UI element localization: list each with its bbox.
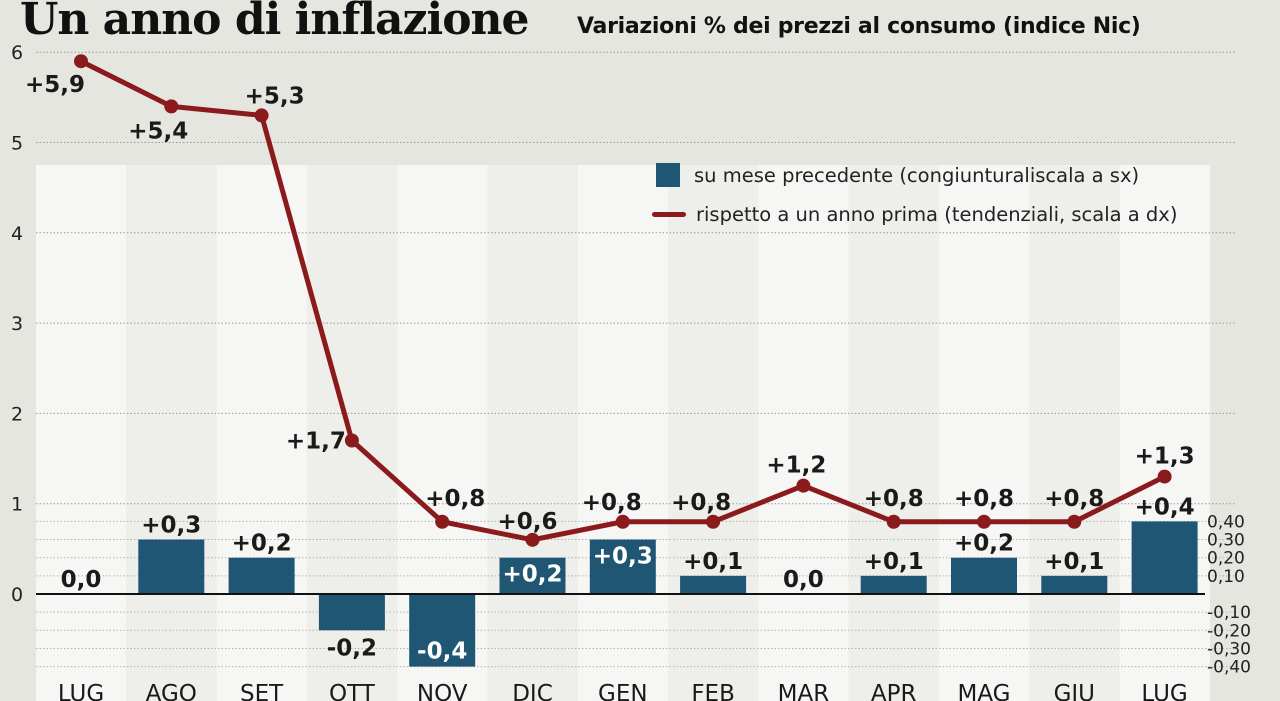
line-value-label: +0,6: [497, 509, 557, 535]
bar: [860, 575, 927, 594]
bar-value-label: +0,3: [593, 544, 653, 570]
y-left-tick-label: 1: [11, 494, 23, 516]
line-value-label: +1,2: [766, 453, 826, 479]
line-point: [164, 99, 179, 114]
bar-value-label: -0,4: [417, 639, 467, 665]
y-right-tick-label: -0,20: [1207, 621, 1251, 641]
bar-value-label: 0,0: [61, 567, 102, 593]
y-left-tick-label: 2: [11, 403, 23, 425]
y-right-tick-label: 0,10: [1207, 567, 1245, 587]
column-band: [577, 165, 669, 701]
column-band: [487, 165, 578, 701]
line-value-label: +5,3: [245, 83, 305, 109]
legend-label-line: rispetto a un anno prima (tendenziali, s…: [696, 202, 1178, 226]
line-value-label: +0,8: [1044, 486, 1104, 512]
x-tick-label: OTT: [329, 681, 376, 701]
line-point: [435, 514, 450, 529]
x-tick-label: DIC: [512, 681, 553, 701]
line-value-label: +5,4: [128, 118, 188, 144]
x-tick-label: GIU: [1054, 681, 1095, 701]
y-right-tick-label: -0,30: [1207, 639, 1251, 659]
bar: [409, 594, 476, 667]
bar-value-label: +0,2: [954, 531, 1014, 557]
line-point: [254, 108, 269, 123]
y-left-tick-label: 0: [11, 584, 23, 606]
line-value-label: +0,8: [671, 490, 731, 516]
column-band: [758, 165, 849, 701]
y-left-tick-label: 6: [11, 42, 23, 64]
x-tick-label: LUG: [1141, 681, 1187, 701]
line-point: [344, 433, 359, 448]
line-point: [1067, 514, 1082, 529]
bar: [1131, 521, 1198, 594]
line-point: [74, 54, 88, 69]
line-point: [1157, 469, 1172, 484]
bar: [499, 557, 566, 594]
line-point: [796, 478, 811, 493]
chart-subtitle: Variazioni % dei prezzi al consumo (indi…: [577, 14, 1141, 39]
column-band: [668, 165, 759, 701]
x-tick-label: AGO: [146, 681, 197, 701]
bar-value-label: +0,1: [864, 549, 924, 575]
bar: [680, 575, 747, 594]
line-value-label: +5,9: [25, 72, 85, 98]
column-band: [1029, 165, 1120, 701]
x-tick-label: FEB: [691, 681, 735, 701]
y-right-tick-label: 0,20: [1207, 549, 1245, 569]
y-left-tick-label: 5: [11, 133, 23, 155]
column-band: [126, 165, 217, 701]
legend-label-bars: su mese precedente (congiunturaliscala a…: [694, 163, 1140, 187]
y-left-tick-label: 3: [11, 313, 23, 335]
x-tick-label: NOV: [417, 681, 468, 701]
legend-item-line: rispetto a un anno prima (tendenziali, s…: [652, 201, 1178, 227]
x-tick-label: MAR: [778, 681, 830, 701]
chart-title: Un anno di inflazione: [20, 0, 530, 45]
line-value-label: +0,8: [864, 486, 924, 512]
x-tick-label: MAG: [958, 681, 1011, 701]
column-band: [1119, 165, 1210, 701]
y-right-tick-label: -0,40: [1207, 658, 1251, 678]
legend-item-bars: su mese precedente (congiunturaliscala a…: [656, 162, 1139, 188]
line-value-label: +0,8: [954, 486, 1014, 512]
bar-value-label: +0,3: [141, 513, 201, 539]
bar-value-label: +0,1: [683, 549, 743, 575]
x-tick-label: SET: [240, 681, 284, 701]
y-left-tick-label: 4: [11, 223, 23, 245]
line-point: [706, 514, 721, 529]
x-tick-label: APR: [871, 681, 917, 701]
line-value-label: +0,8: [582, 490, 642, 516]
line-point: [886, 514, 901, 529]
bar: [138, 539, 205, 594]
bar: [318, 594, 385, 631]
bar-value-label: 0,0: [783, 567, 824, 593]
bar: [589, 539, 656, 594]
line-value-label: +1,3: [1135, 444, 1195, 470]
legend-line-swatch: [652, 211, 686, 217]
column-band: [939, 165, 1030, 701]
column-band: [36, 165, 127, 701]
legend-bar-swatch: [656, 163, 680, 187]
bar: [1041, 575, 1108, 594]
line-point: [525, 532, 540, 547]
x-tick-label: LUG: [58, 681, 104, 701]
bar-value-label: +0,1: [1044, 549, 1104, 575]
bar-value-label: +0,2: [502, 562, 562, 588]
bar-value-label: +0,2: [232, 531, 292, 557]
line-point: [615, 514, 630, 529]
line-value-label: +0,8: [425, 486, 485, 512]
x-tick-label: GEN: [598, 681, 648, 701]
bar-value-label: -0,2: [327, 635, 377, 661]
y-right-tick-label: -0,10: [1207, 603, 1251, 623]
line-value-label: +1,7: [286, 428, 346, 454]
line-point: [977, 514, 991, 529]
y-right-tick-label: 0,40: [1207, 512, 1245, 532]
column-band: [848, 165, 939, 701]
bar-value-label: +0,4: [1135, 494, 1195, 520]
bar: [228, 557, 295, 594]
bar: [951, 557, 1017, 594]
y-right-tick-label: 0,30: [1207, 531, 1245, 551]
